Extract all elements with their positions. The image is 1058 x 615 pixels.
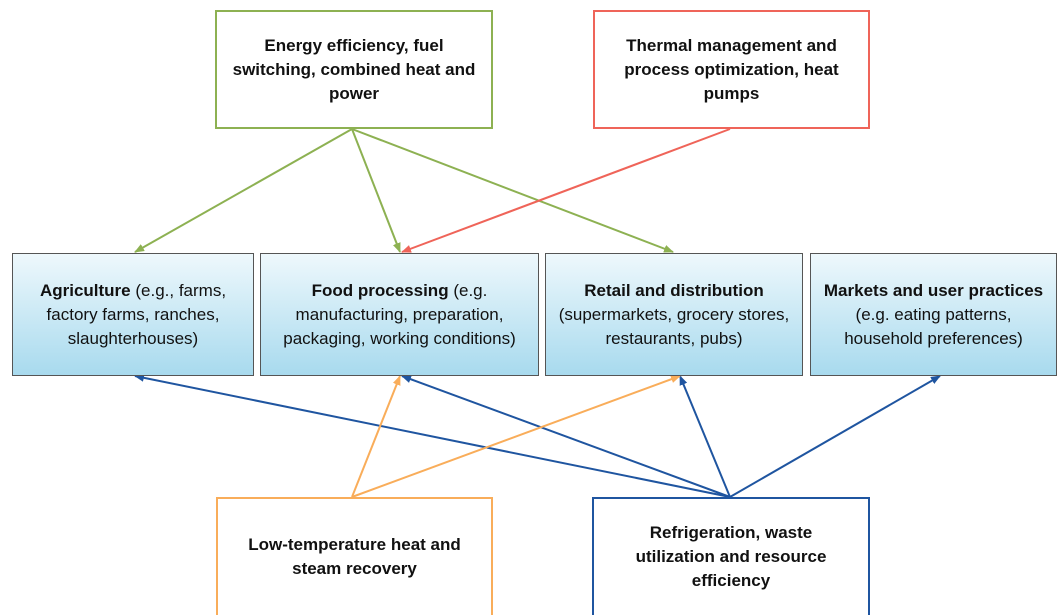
arrow: [401, 128, 731, 253]
arrow: [134, 128, 353, 253]
source-label: Refrigeration, waste utilization and res…: [635, 523, 827, 590]
stage-title: Agriculture: [39, 280, 131, 300]
stage-text: Agriculture (e.g., farms, factory farms,…: [21, 279, 245, 351]
source-label: Energy efficiency, fuel switching, combi…: [232, 35, 476, 103]
arrow: [729, 375, 941, 498]
green-arrows: [134, 128, 674, 253]
stage-box: Food processing (e.g. manufacturing, pre…: [260, 253, 539, 376]
source-box: Energy efficiency, fuel switching, combi…: [215, 10, 493, 129]
arrow: [351, 128, 401, 253]
stage-detail: (supermarkets, grocery stores, restauran…: [558, 304, 790, 348]
arrow: [401, 375, 731, 498]
stage-text: Food processing (e.g. manufacturing, pre…: [269, 279, 530, 351]
arrow: [351, 128, 674, 253]
arrow: [351, 375, 401, 498]
stage-box: Agriculture (e.g., farms, factory farms,…: [12, 253, 254, 376]
stage-title: Retail and distribution: [584, 280, 764, 300]
blue-arrows: [134, 373, 941, 498]
stage-title: Food processing: [311, 280, 449, 300]
source-box: Thermal management and process optimizat…: [593, 10, 870, 129]
stage-box: Retail and distribution (supermarkets, g…: [545, 253, 803, 376]
stage-detail: (e.g. manufacturing, preparation, packag…: [283, 280, 516, 348]
orange-arrows: [351, 375, 681, 498]
source-box: Low-temperature heat and steam recovery: [216, 497, 493, 615]
stage-text: Markets and user practices (e.g. eating …: [819, 279, 1048, 351]
arrow: [351, 375, 681, 498]
stage-detail: (e.g. eating patterns, household prefere…: [844, 304, 1023, 348]
stage-title: Markets and user practices: [823, 280, 1044, 300]
stage-text: Retail and distribution (supermarkets, g…: [554, 279, 794, 351]
source-label: Low-temperature heat and steam recovery: [248, 535, 461, 578]
arrow: [679, 375, 731, 498]
red-arrows: [401, 128, 731, 253]
stage-box: Markets and user practices (e.g. eating …: [810, 253, 1057, 376]
source-box: Refrigeration, waste utilization and res…: [592, 497, 870, 615]
source-label: Thermal management and process optimizat…: [624, 35, 839, 103]
arrow: [134, 373, 731, 498]
stage-detail: (e.g., farms, factory farms, ranches, sl…: [46, 280, 227, 348]
